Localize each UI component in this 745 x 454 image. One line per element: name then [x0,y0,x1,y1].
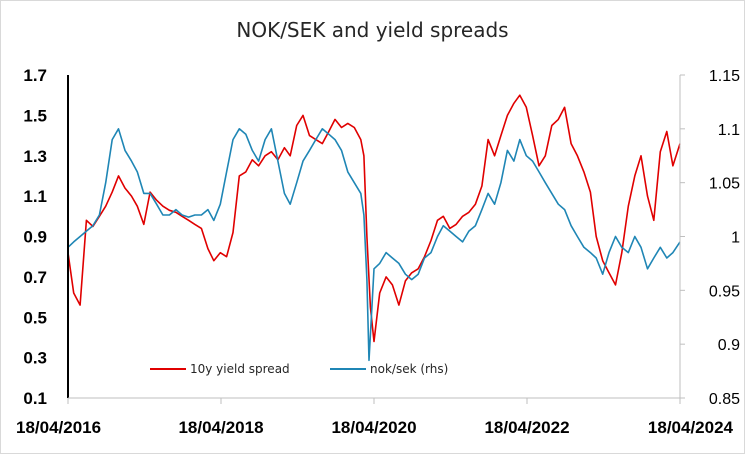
x-tick-label: 18/04/2018 [178,418,263,437]
series-layer [67,94,681,362]
legend: 10y yield spread nok/sek (rhs) [150,362,448,376]
y-right-tick-label: 1 [731,230,740,247]
series-line-10y-yield-spread [67,94,681,343]
y-left-tick-label: 0.3 [23,349,47,368]
y-right-tick-label: 0.85 [709,391,740,408]
y-right-tick-label: 0.95 [709,283,740,300]
y-left-tick-label: 1.7 [23,66,47,85]
y-right-tick-label: 1.05 [709,176,740,193]
y-right-tick-label: 1.15 [709,68,740,85]
chart-title: NOK/SEK and yield spreads [236,18,509,42]
legend-label-nok-sek: nok/sek (rhs) [370,362,448,376]
x-tick-label: 18/04/2024 [648,418,734,437]
x-tick-label: 18/04/2020 [331,418,416,437]
y-left-tick-label: 0.7 [23,268,47,287]
series-line-nok-sek [67,128,681,362]
y-left-tick-label: 1.1 [23,187,47,206]
y-right-tick-label: 0.9 [718,337,740,354]
y-left-tick-label: 1.5 [23,106,47,125]
y-left-tick-label: 0.5 [23,308,47,327]
legend-label-10y-yield-spread: 10y yield spread [190,362,290,376]
x-tick-label: 18/04/2022 [484,418,569,437]
x-tick-label: 18/04/2016 [16,418,101,437]
y-left-tick-label: 1.3 [23,147,47,166]
axes-layer [67,75,681,399]
ticks-layer: 0.1 0.3 0.5 0.7 0.9 1.1 1.3 1.5 1.7 0.85 0.9 0.95 1 1… [16,66,740,437]
y-left-tick-label: 0.1 [23,389,47,408]
y-right-tick-label: 1.1 [718,122,740,139]
y-left-tick-label: 0.9 [23,228,47,247]
